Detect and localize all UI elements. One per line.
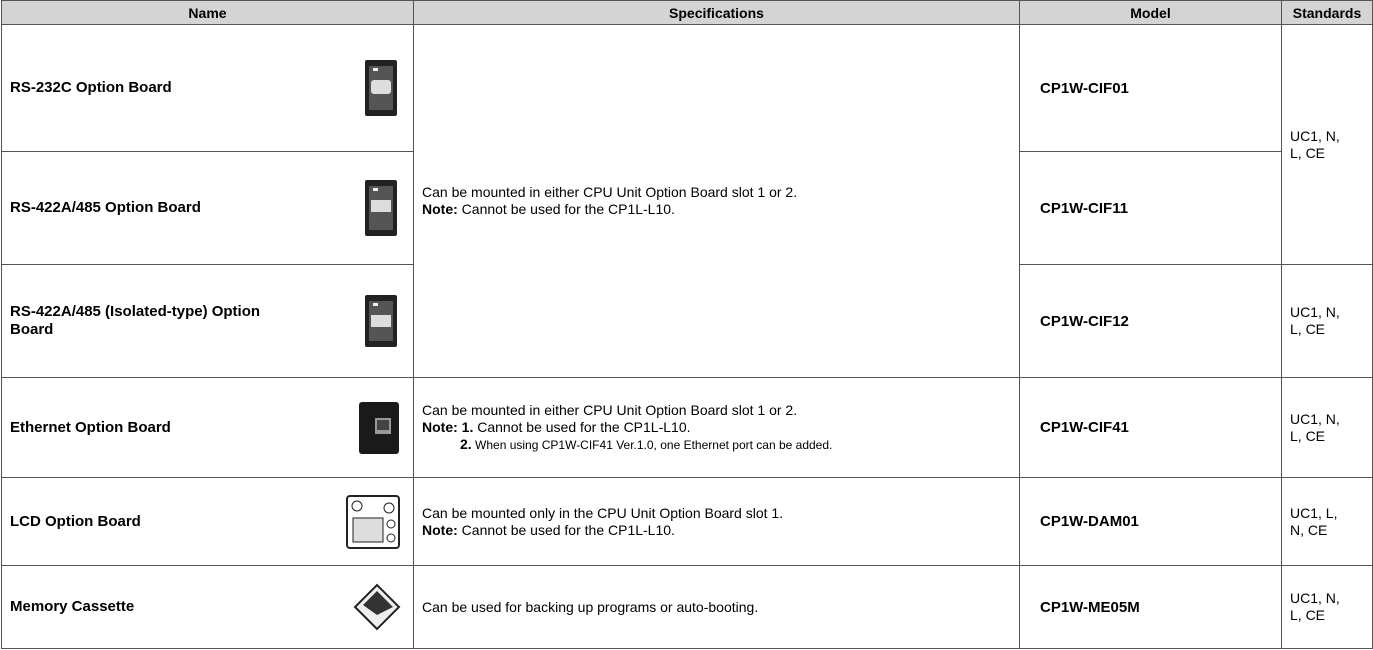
note-label: Note: bbox=[422, 418, 458, 435]
header-cell: Model bbox=[1019, 0, 1282, 25]
header-row: Name Specifications Model Standards bbox=[1, 0, 1373, 25]
standards-cell: UC1, N, L, CE bbox=[1281, 377, 1373, 478]
standards-cell: UC1, N, L, CE bbox=[1281, 264, 1373, 378]
spec-text: Can be used for backing up programs or a… bbox=[422, 598, 759, 615]
spec-cell: Can be mounted only in the CPU Unit Opti… bbox=[413, 477, 1020, 566]
note: Cannot be used for the CP1L-L10. bbox=[461, 521, 675, 538]
spec-text: Can be mounted in either CPU Unit Option… bbox=[422, 401, 798, 418]
row: Memory Cassette Can be used for backing … bbox=[1, 565, 1373, 649]
note-label: Note: bbox=[422, 521, 458, 538]
product-image bbox=[365, 60, 397, 116]
standards: UC1, N, L, CE bbox=[1290, 127, 1340, 161]
model-cell: CP1W-CIF12 bbox=[1019, 264, 1282, 378]
product-image bbox=[346, 494, 400, 549]
product-image bbox=[365, 295, 397, 347]
row: RS-422A/485 (Isolated-type) Option Board… bbox=[1, 264, 1373, 378]
standards: UC1, N, L, CE bbox=[1290, 304, 1340, 337]
spec-cell: Can be used for backing up programs or a… bbox=[413, 565, 1020, 649]
name: RS-422A/485 Option Board bbox=[10, 199, 201, 216]
name: RS-422A/485 (Isolated-type) Option Board bbox=[10, 303, 261, 338]
note: Cannot be used for the CP1L-L10. bbox=[477, 418, 691, 435]
model-cell: CP1W-CIF11 bbox=[1019, 151, 1282, 265]
name: Ethernet Option Board bbox=[10, 418, 171, 436]
product-image bbox=[365, 180, 397, 236]
note: Cannot be used for the CP1L-L10. bbox=[461, 201, 675, 217]
header-cell: Standards bbox=[1281, 0, 1373, 25]
spec-text: Can be mounted in either CPU Unit Option… bbox=[422, 184, 798, 200]
name-cell: Memory Cassette bbox=[1, 565, 414, 649]
product-image bbox=[359, 401, 399, 454]
standards: UC1, L, N, CE bbox=[1290, 504, 1338, 538]
product-image bbox=[353, 583, 401, 631]
spec-cell: Can be mounted in either CPU Unit Option… bbox=[413, 377, 1020, 478]
standards-cell: UC1, N, L, CE bbox=[1281, 24, 1373, 265]
model-cell: CP1W-CIF41 bbox=[1019, 377, 1282, 478]
row: Ethernet Option Board Can be mounted in … bbox=[1, 377, 1373, 478]
header-cell: Specifications bbox=[413, 0, 1020, 25]
spec-cell: Can be mounted in either CPU Unit Option… bbox=[413, 24, 1020, 378]
name-cell: RS-422A/485 Option Board bbox=[1, 151, 414, 265]
name-cell: LCD Option Board bbox=[1, 477, 414, 566]
name-cell: RS-422A/485 (Isolated-type) Option Board bbox=[1, 264, 414, 378]
note: When using CP1W-CIF41 Ver.1.0, one Ether… bbox=[475, 437, 833, 452]
model-cell: CP1W-DAM01 bbox=[1019, 477, 1282, 566]
note-number: 2. bbox=[460, 435, 472, 452]
spec-text: Can be mounted only in the CPU Unit Opti… bbox=[422, 504, 784, 521]
note-number: 1. bbox=[461, 418, 474, 435]
standards-cell: UC1, N, L, CE bbox=[1281, 565, 1373, 649]
header-cell: Name bbox=[1, 0, 414, 25]
name-cell: RS-232C Option Board bbox=[1, 24, 414, 152]
name: LCD Option Board bbox=[10, 512, 141, 530]
standards: UC1, N, L, CE bbox=[1290, 410, 1340, 444]
name: RS-232C Option Board bbox=[10, 79, 172, 96]
row: RS-422A/485 Option Board CP1W-CIF11 bbox=[1, 151, 1373, 265]
model-cell: CP1W-ME05M bbox=[1019, 565, 1282, 649]
standards-cell: UC1, L, N, CE bbox=[1281, 477, 1373, 566]
row: LCD Option Board Can be mounted only in … bbox=[1, 477, 1373, 566]
model-cell: CP1W-CIF01 bbox=[1019, 24, 1282, 152]
note-label: Note: bbox=[422, 201, 458, 217]
row: RS-232C Option Board Can be mounted in e… bbox=[1, 24, 1373, 378]
standards: UC1, N, L, CE bbox=[1290, 590, 1340, 623]
name: Memory Cassette bbox=[10, 598, 135, 615]
name-cell: Ethernet Option Board bbox=[1, 377, 414, 478]
